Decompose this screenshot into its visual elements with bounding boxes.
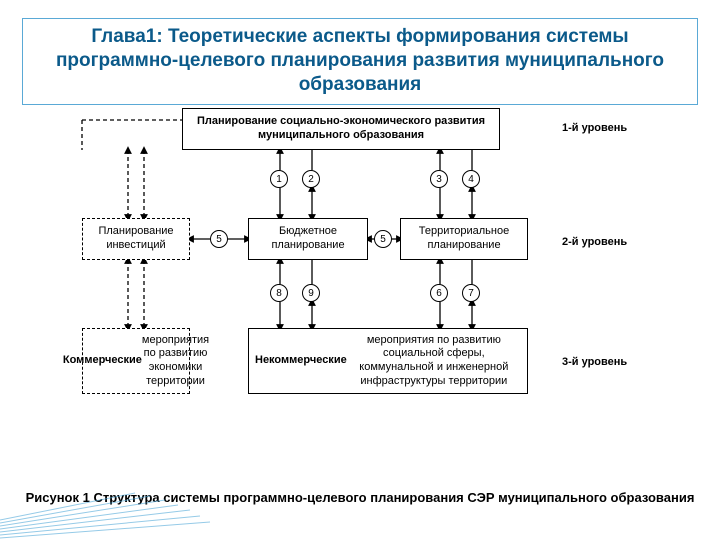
node-comm: Коммерческие мероприятия по развитию эко… xyxy=(82,328,190,394)
level-2-label: 2-й уровень xyxy=(562,236,627,248)
circle-c2: 2 xyxy=(302,170,320,188)
circle-c6: 6 xyxy=(430,284,448,302)
title-container: Глава1: Теоретические аспекты формирован… xyxy=(22,18,698,105)
circle-c5a: 5 xyxy=(210,230,228,248)
node-top: Планирование социально-экономического ра… xyxy=(182,108,500,150)
level-1-label: 1-й уровень xyxy=(562,122,627,134)
circle-c3: 3 xyxy=(430,170,448,188)
circle-c4: 4 xyxy=(462,170,480,188)
circle-c1: 1 xyxy=(270,170,288,188)
diagram-area: Планирование социально-экономического ра… xyxy=(0,108,720,488)
level-3-label: 3-й уровень xyxy=(562,356,627,368)
edges-layer xyxy=(0,108,720,468)
circle-c9: 9 xyxy=(302,284,320,302)
corner-decoration xyxy=(0,480,220,540)
figure-caption: Рисунок 1 Структура системы программно-ц… xyxy=(0,490,720,505)
node-invest: Планирование инвестиций xyxy=(82,218,190,260)
circle-c7: 7 xyxy=(462,284,480,302)
circle-c5b: 5 xyxy=(374,230,392,248)
node-terr: Территориальное планирование xyxy=(400,218,528,260)
node-budget: Бюджетное планирование xyxy=(248,218,368,260)
node-noncomm: Некоммерческие мероприятия по развитию с… xyxy=(248,328,528,394)
circle-c8: 8 xyxy=(270,284,288,302)
chapter-title: Глава1: Теоретические аспекты формирован… xyxy=(33,25,687,96)
